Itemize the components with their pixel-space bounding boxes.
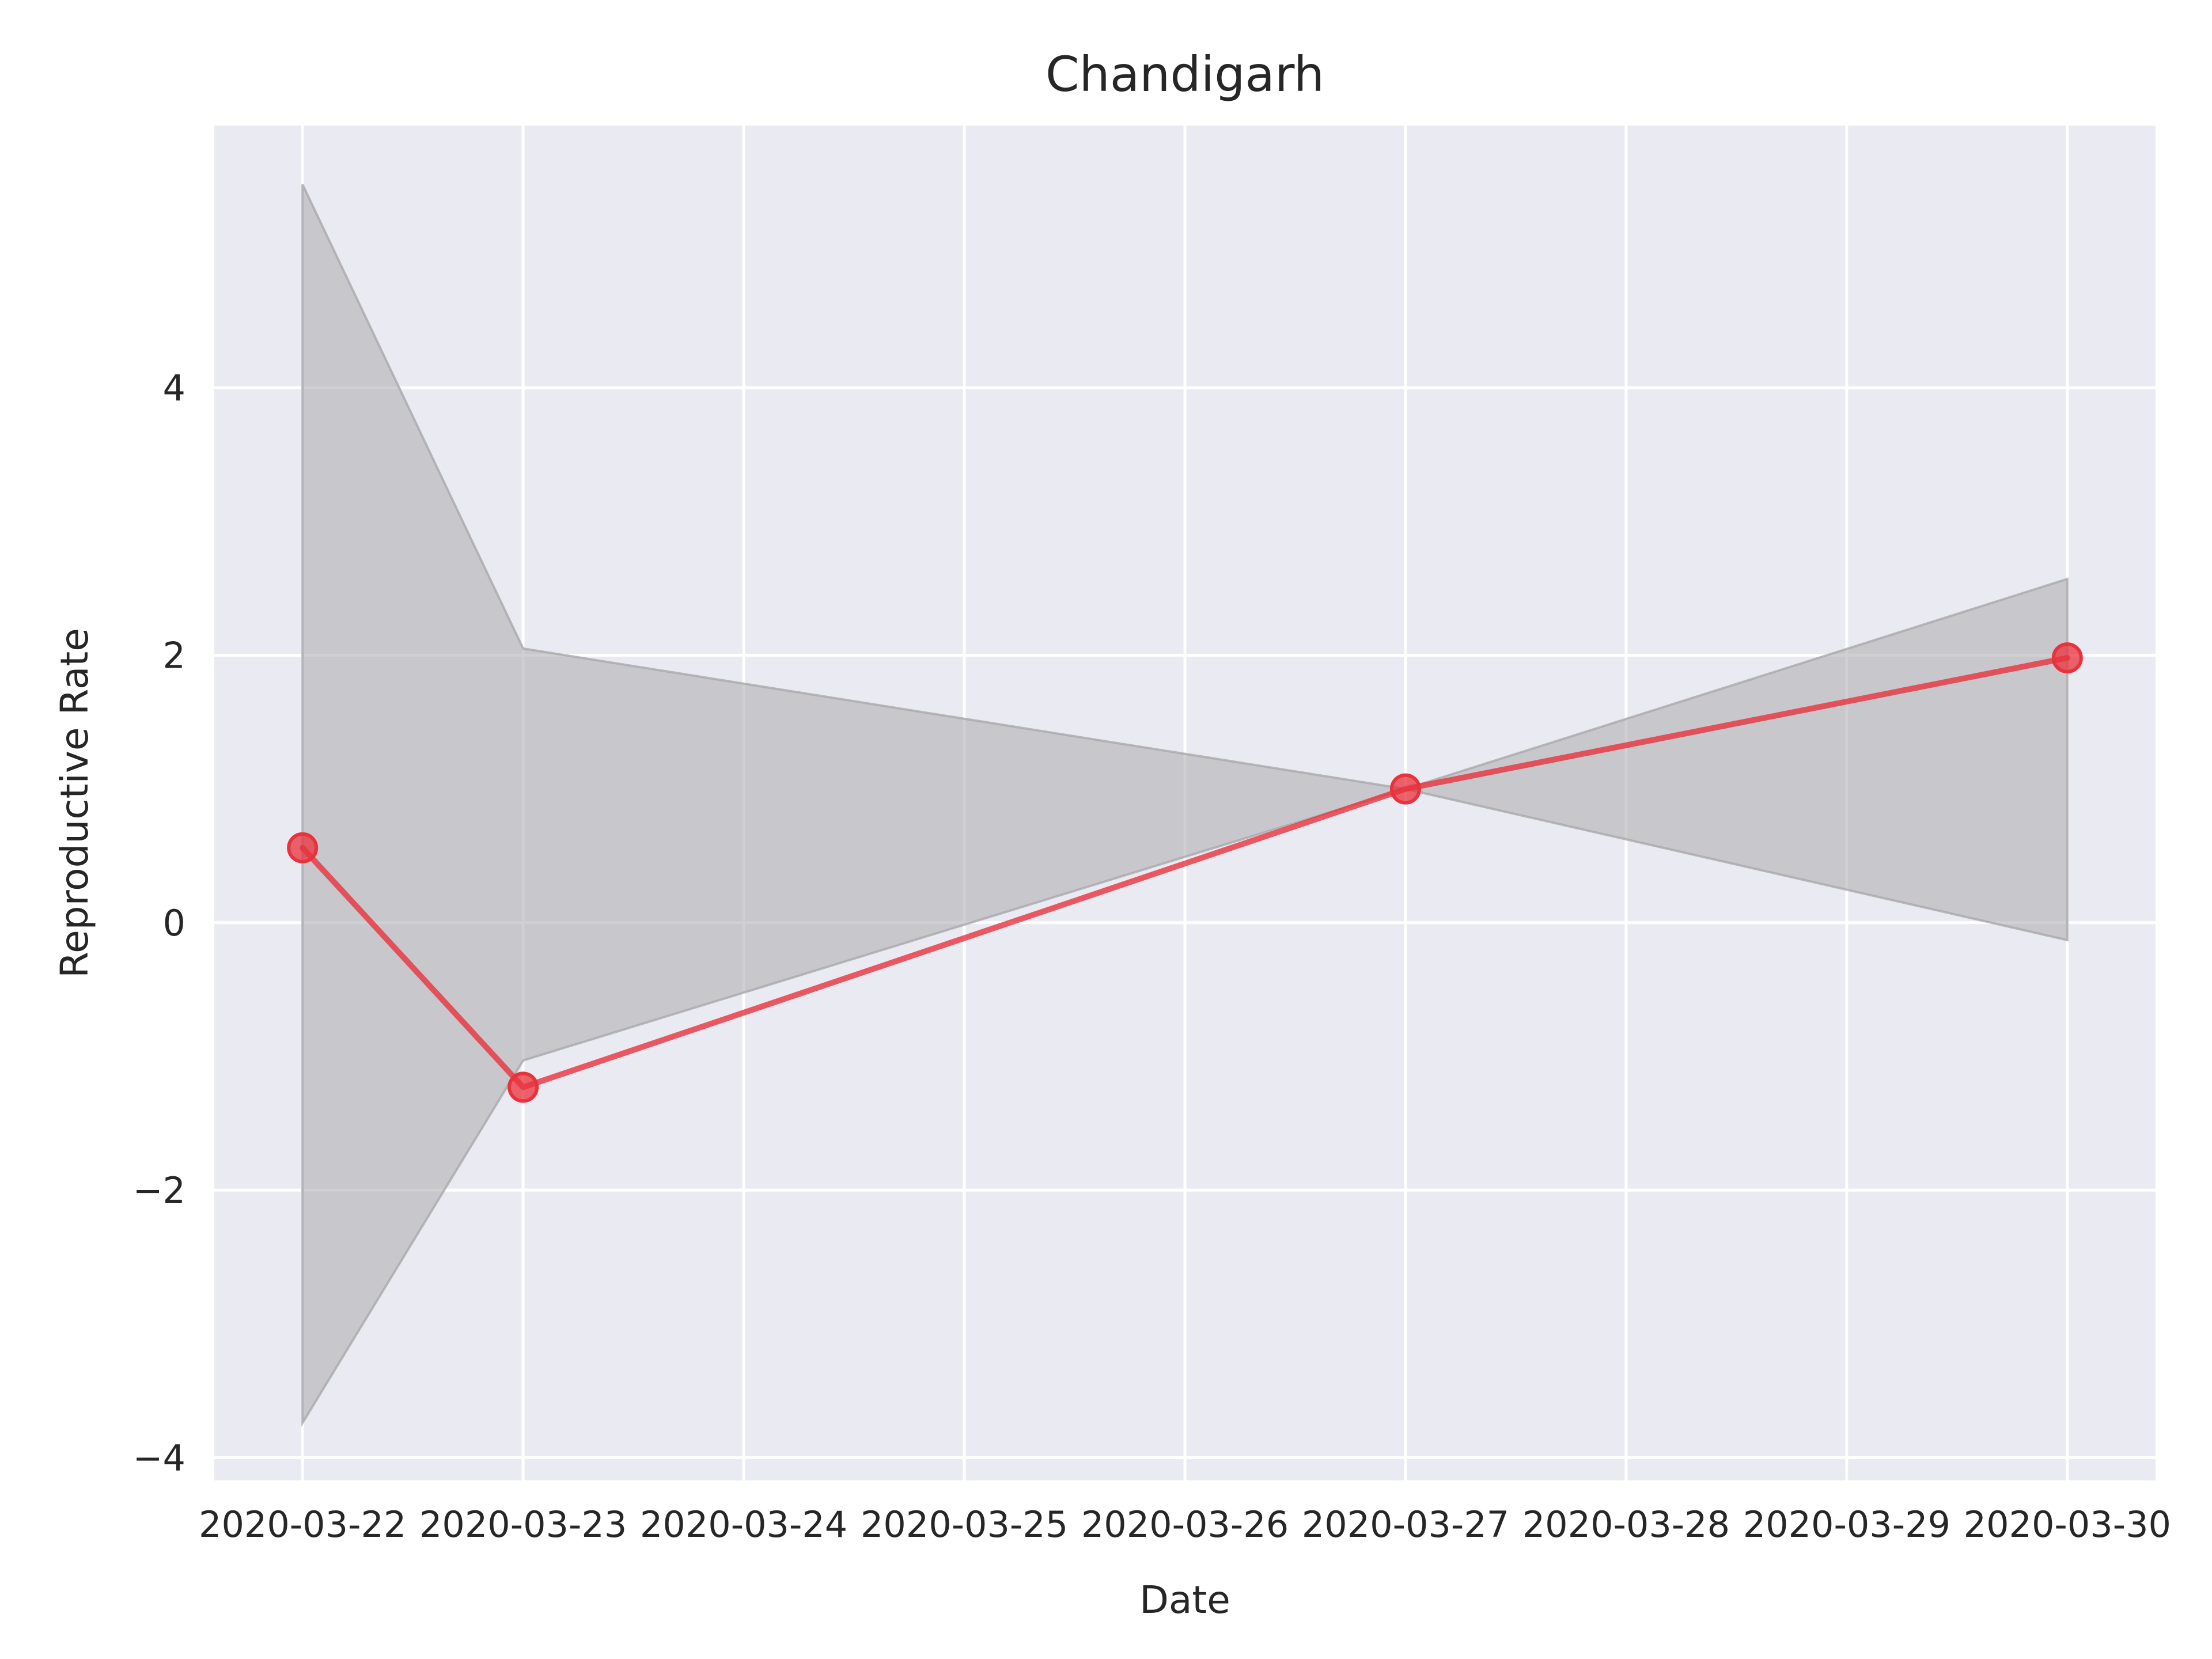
y-tick-label: −2 xyxy=(133,1169,185,1211)
series-layer xyxy=(287,642,2083,1103)
x-axis-label: Date xyxy=(1139,1578,1230,1622)
x-tick-label: 2020-03-27 xyxy=(1302,1503,1509,1546)
y-tick-label: 4 xyxy=(163,367,185,409)
x-tick-label: 2020-03-30 xyxy=(1964,1503,2171,1546)
y-tick-labels: −4 −2 0 2 4 xyxy=(133,367,185,1479)
x-tick-label: 2020-03-25 xyxy=(861,1503,1068,1546)
y-tick-label: −4 xyxy=(133,1437,185,1479)
x-tick-label: 2020-03-23 xyxy=(419,1503,627,1546)
data-point xyxy=(1389,773,1421,805)
y-tick-label: 0 xyxy=(163,902,185,944)
x-tick-label: 2020-03-26 xyxy=(1081,1503,1289,1546)
y-axis-label: Reproductive Rate xyxy=(52,628,97,978)
series-line xyxy=(300,655,2070,1090)
data-point xyxy=(2051,642,2083,674)
x-tick-label: 2020-03-24 xyxy=(640,1503,847,1546)
x-tick-labels: 2020-03-22 2020-03-23 2020-03-24 2020-03-25… xyxy=(199,1503,2171,1546)
chart-title: Chandigarh xyxy=(1046,46,1324,103)
confidence-band-layer xyxy=(301,184,2069,1427)
data-point xyxy=(507,1071,539,1103)
x-tick-label: 2020-03-29 xyxy=(1743,1503,1950,1546)
x-tick-label: 2020-03-22 xyxy=(199,1503,406,1546)
x-tick-label: 2020-03-28 xyxy=(1522,1503,1730,1546)
data-point xyxy=(287,832,319,863)
y-tick-label: 2 xyxy=(163,634,185,676)
confidence-band xyxy=(301,184,2069,1427)
